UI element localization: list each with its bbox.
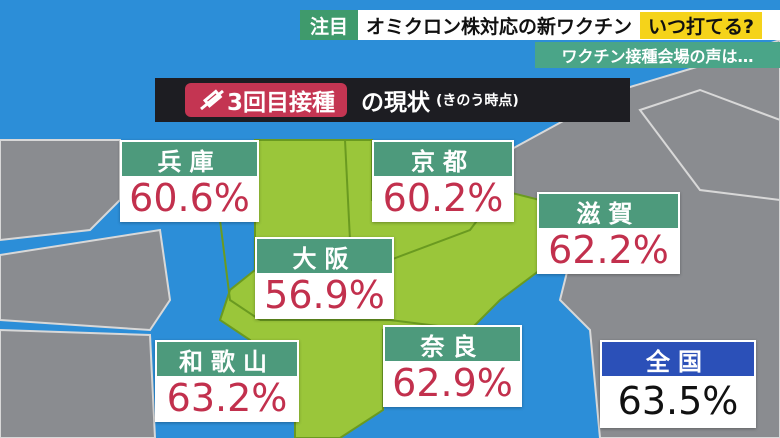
region-value: 60.2%	[374, 176, 512, 220]
region-name: 和歌山	[157, 342, 297, 376]
land	[0, 328, 157, 438]
region-name: 滋賀	[539, 194, 678, 228]
title-bar: 3回目接種 の現状 (きのう時点)	[155, 78, 630, 122]
region-label: 兵庫 60.6%	[120, 140, 259, 222]
land	[638, 88, 780, 202]
region-label: 全国 63.5%	[600, 340, 756, 428]
title-rest: の現状	[361, 90, 431, 116]
region-name: 奈良	[385, 327, 520, 361]
tag: 注目	[300, 10, 358, 40]
region-label: 大阪 56.9%	[255, 237, 394, 319]
region-value: 62.9%	[385, 361, 520, 405]
region-label: 奈良 62.9%	[383, 325, 522, 407]
subheadline: ワクチン接種会場の声は…	[535, 42, 780, 68]
headline-highlight: いつ打てる?	[640, 11, 763, 39]
region-value: 60.6%	[122, 176, 257, 220]
region-label: 京都 60.2%	[372, 140, 514, 222]
title-main: 3回目接種	[227, 90, 336, 116]
title-note: (きのう時点)	[436, 93, 519, 109]
headline: オミクロン株対応の新ワクチン	[366, 15, 633, 38]
region-value: 63.2%	[157, 376, 297, 420]
region-label: 滋賀 62.2%	[537, 192, 680, 274]
headline-box: オミクロン株対応の新ワクチン いつ打てる?	[358, 10, 780, 40]
title-tag: 3回目接種	[185, 83, 348, 117]
syringe-icon	[200, 89, 224, 111]
land	[0, 139, 121, 242]
region-name: 京都	[374, 142, 512, 176]
land	[0, 228, 172, 332]
region-value: 56.9%	[257, 273, 392, 317]
region-value: 62.2%	[539, 228, 678, 272]
region-value: 63.5%	[602, 376, 754, 426]
region-name: 大阪	[257, 239, 392, 273]
region-name: 兵庫	[122, 142, 257, 176]
region-name: 全国	[602, 342, 754, 376]
region-label: 和歌山 63.2%	[155, 340, 299, 422]
